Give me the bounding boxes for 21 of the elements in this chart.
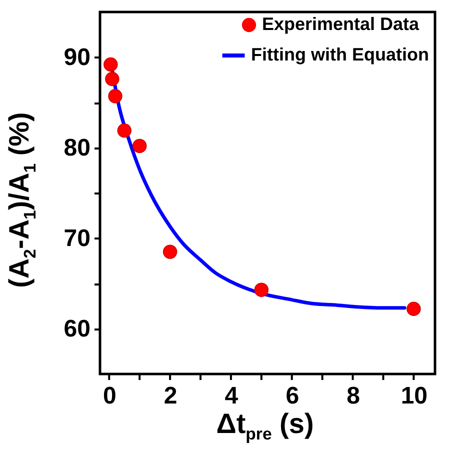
point xyxy=(254,282,269,297)
x-tick-label: 6 xyxy=(286,382,300,410)
point xyxy=(162,244,178,259)
point xyxy=(132,138,147,154)
y-tick-label: 90 xyxy=(64,44,90,71)
x-tick-label: 0 xyxy=(102,382,116,410)
point xyxy=(406,302,421,316)
x-axis-title: Δt$_{pre}$ (s) xyxy=(215,408,315,445)
y-tick-label: 60 xyxy=(64,315,90,342)
point xyxy=(108,89,122,104)
x-tick-label: 4 xyxy=(224,382,239,410)
y-tick-label: 80 xyxy=(64,134,90,162)
y-tick-label: 70 xyxy=(64,224,90,252)
x-tick-label: 10 xyxy=(400,382,428,410)
x-tick-label: 2 xyxy=(164,382,178,410)
point xyxy=(105,72,120,86)
legend-label: Experimental Data xyxy=(262,14,420,34)
x-tick-label: 8 xyxy=(346,382,360,410)
point xyxy=(117,123,132,138)
point xyxy=(104,57,118,72)
legend-label: Fitting with Equation xyxy=(251,44,429,64)
